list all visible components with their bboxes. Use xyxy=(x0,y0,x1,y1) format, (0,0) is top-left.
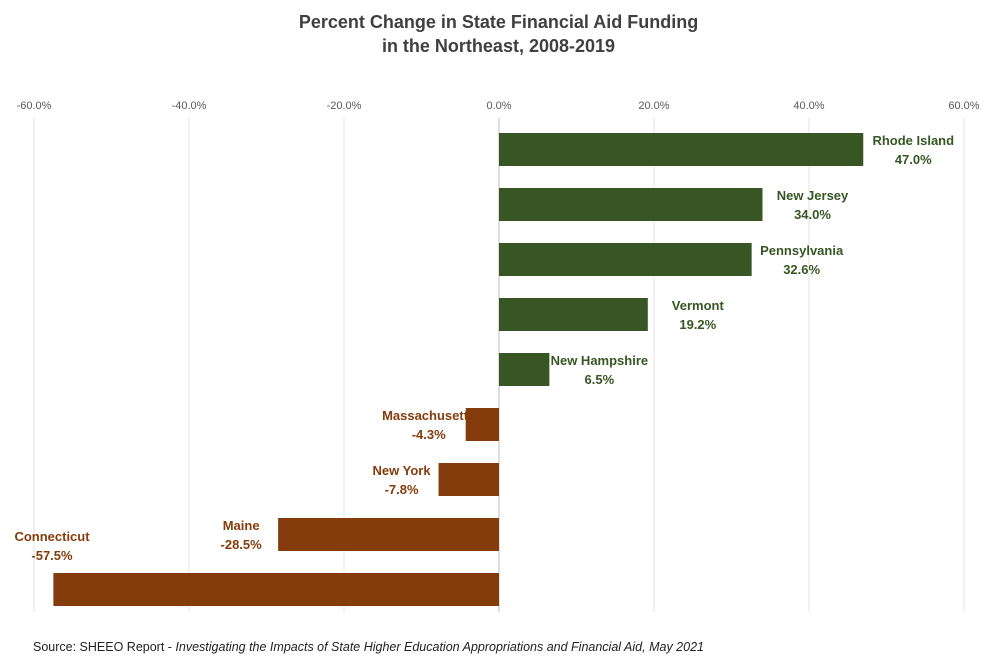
data-label: 19.2% xyxy=(679,317,716,332)
chart-title-line1: Percent Change in State Financial Aid Fu… xyxy=(298,12,699,32)
x-tick-label: 20.0% xyxy=(638,100,669,112)
category-label: Pennsylvania xyxy=(760,243,844,258)
bar xyxy=(53,573,499,606)
data-label: 47.0% xyxy=(895,152,932,167)
data-label: -28.5% xyxy=(221,537,263,552)
category-label: New Jersey xyxy=(777,188,849,203)
x-tick-label: -60.0% xyxy=(17,100,52,112)
category-label: Vermont xyxy=(672,298,725,313)
bar xyxy=(499,243,752,276)
source-italic: Investigating the Impacts of State Highe… xyxy=(175,640,704,654)
category-label: Maine xyxy=(223,518,260,533)
data-label: 34.0% xyxy=(794,207,831,222)
chart-title: Percent Change in State Financial Aid Fu… xyxy=(0,10,997,58)
bar xyxy=(278,518,499,551)
data-label: -7.8% xyxy=(385,482,419,497)
category-label: Rhode Island xyxy=(872,133,954,148)
data-label: -57.5% xyxy=(31,548,73,563)
data-label: -4.3% xyxy=(412,427,446,442)
chart-title-line2: in the Northeast, 2008-2019 xyxy=(381,36,616,56)
bar xyxy=(465,408,499,441)
x-tick-label: -20.0% xyxy=(327,100,362,112)
category-label: Massachusetts xyxy=(382,408,475,423)
category-label: Connecticut xyxy=(14,529,90,544)
x-tick-label: 40.0% xyxy=(793,100,824,112)
bar xyxy=(499,353,550,386)
data-label: 6.5% xyxy=(585,372,615,387)
x-tick-label: -40.0% xyxy=(172,100,207,112)
x-tick-label: 60.0% xyxy=(948,100,979,112)
source-prefix: Source: SHEEO Report - xyxy=(33,640,176,654)
data-label: 32.6% xyxy=(783,262,820,277)
bar xyxy=(499,188,763,221)
category-label: New York xyxy=(373,463,432,478)
bar xyxy=(499,133,864,166)
category-label: New Hampshire xyxy=(551,353,649,368)
x-tick-label: 0.0% xyxy=(486,100,511,112)
source-note: Source: SHEEO Report - Investigating the… xyxy=(33,640,704,654)
bar xyxy=(438,463,499,496)
bar xyxy=(499,298,648,331)
